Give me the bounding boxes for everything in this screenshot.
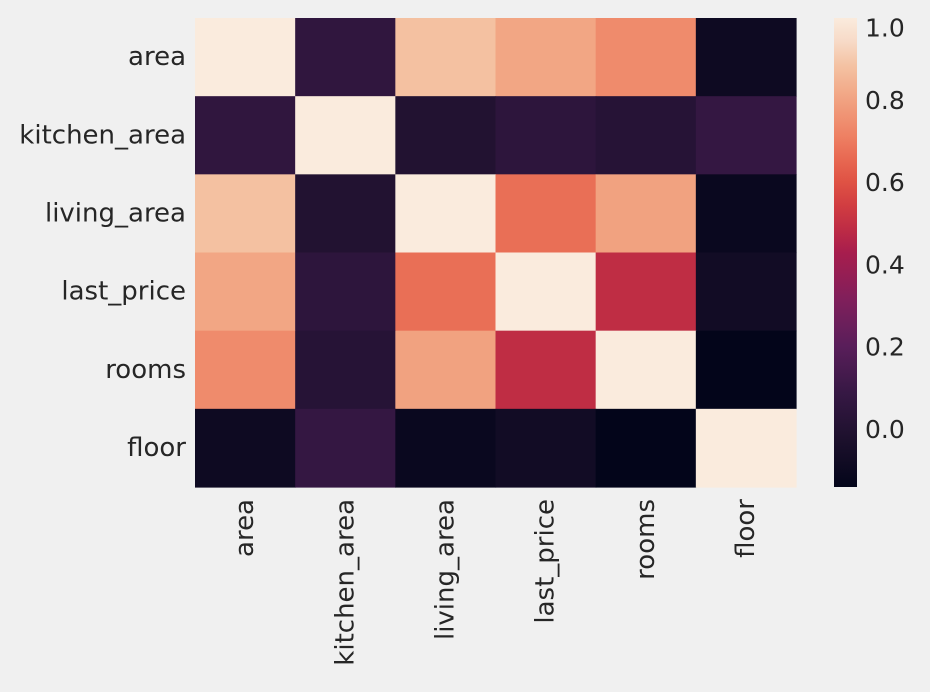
heatmap-cell-last_price-area [195, 252, 296, 332]
heatmap-cell-area-rooms [595, 18, 697, 97]
y-tick-label: area [128, 42, 186, 72]
heatmap-cell-kitchen_area-floor [695, 96, 797, 175]
y-tick-label: floor [127, 433, 186, 463]
heatmap-cell-rooms-last_price [495, 330, 597, 410]
heatmap-cell-kitchen_area-rooms [595, 96, 697, 175]
colorbar-gradient [834, 18, 857, 487]
heatmap-cell-kitchen_area-living_area [395, 96, 497, 175]
x-tick-label: kitchen_area [330, 499, 360, 666]
colorbar: 1.0 0.8 0.6 0.4 0.2 0.0 [834, 14, 905, 487]
heatmap-cell-kitchen_area-area [195, 96, 296, 175]
heatmap-cell-rooms-living_area [395, 330, 497, 410]
heatmap-cell-area-floor [695, 18, 797, 97]
heatmap-cell-rooms-kitchen_area [295, 330, 396, 410]
heatmap-cell-living_area-kitchen_area [295, 174, 396, 254]
colorbar-tick-label: 0.8 [865, 86, 905, 115]
heatmap-cell-rooms-floor [695, 330, 797, 410]
heatmap-cell-rooms-area [195, 330, 296, 410]
heatmap-cell-floor-kitchen_area [295, 408, 396, 488]
heatmap-cell-living_area-floor [695, 174, 797, 254]
heatmap-cell-area-kitchen_area [295, 18, 396, 97]
heatmap-cell-floor-last_price [495, 408, 597, 488]
colorbar-tick-label: 0.0 [865, 415, 905, 444]
colorbar-tick-label: 1.0 [865, 14, 905, 43]
heatmap-cell-last_price-floor [695, 252, 797, 332]
heatmap-cell-last_price-living_area [395, 252, 497, 332]
heatmap-cell-area-last_price [495, 18, 597, 97]
heatmap-cell-living_area-last_price [495, 174, 597, 254]
x-tick-labels: area kitchen_area living_area last_price roo… [230, 499, 761, 666]
y-tick-labels: area kitchen_area living_area last_priceroo… [19, 42, 186, 463]
colorbar-tick-label: 0.2 [865, 333, 905, 362]
heatmap-cell-floor-rooms [595, 408, 697, 488]
heatmap-cells [195, 18, 797, 488]
heatmap-cell-floor-floor [695, 408, 797, 488]
heatmap-cell-last_price-rooms [595, 252, 697, 332]
x-tick-label: last_price [531, 499, 561, 624]
y-tick-label: last_price [61, 277, 186, 307]
heatmap-cell-area-living_area [395, 18, 497, 97]
heatmap-cell-rooms-rooms [595, 330, 697, 410]
y-tick-label: rooms [105, 355, 186, 385]
heatmap-cell-living_area-area [195, 174, 296, 254]
x-tick-label: floor [731, 499, 761, 558]
heatmap-cell-kitchen_area-last_price [495, 96, 597, 175]
heatmap-cell-last_price-last_price [495, 252, 597, 332]
colorbar-tick-label: 0.6 [865, 168, 905, 197]
y-tick-label: living_area [45, 198, 186, 228]
heatmap-cell-kitchen_area-kitchen_area [295, 96, 396, 175]
heatmap-cell-area-area [195, 18, 296, 97]
heatmap-cell-living_area-living_area [395, 174, 497, 254]
heatmap-cell-floor-living_area [395, 408, 497, 488]
x-tick-label: rooms [631, 499, 661, 580]
heatmap-cell-living_area-rooms [595, 174, 697, 254]
heatmap-cell-floor-area [195, 408, 296, 488]
colorbar-tick-label: 0.4 [865, 250, 905, 279]
x-tick-label: living_area [430, 499, 460, 640]
heatmap-cell-last_price-kitchen_area [295, 252, 396, 332]
x-tick-label: area [230, 499, 260, 557]
y-tick-label: kitchen_area [19, 120, 186, 150]
